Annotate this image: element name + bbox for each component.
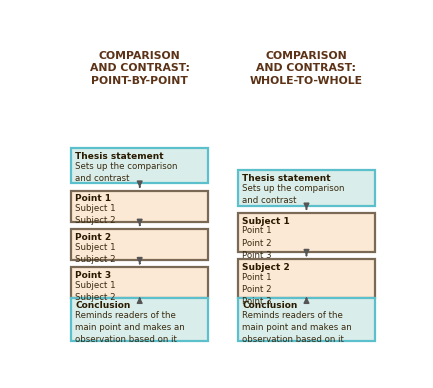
- Text: Point 1: Point 1: [75, 194, 111, 203]
- Text: Subject 1
Subject 2: Subject 1 Subject 2: [75, 281, 116, 302]
- Text: Point 1
Point 2
Point 3: Point 1 Point 2 Point 3: [242, 273, 271, 306]
- Text: Thesis statement: Thesis statement: [242, 174, 331, 183]
- FancyBboxPatch shape: [238, 170, 375, 206]
- Text: Subject 1
Subject 2: Subject 1 Subject 2: [75, 242, 116, 264]
- FancyBboxPatch shape: [238, 298, 375, 341]
- FancyBboxPatch shape: [71, 267, 209, 298]
- FancyBboxPatch shape: [71, 148, 209, 184]
- Text: Thesis statement: Thesis statement: [75, 152, 164, 161]
- Text: Point 3: Point 3: [75, 271, 111, 280]
- FancyBboxPatch shape: [238, 213, 375, 252]
- Text: Reminds readers of the
main point and makes an
observation based on it: Reminds readers of the main point and ma…: [75, 311, 185, 344]
- Text: Point 2: Point 2: [75, 233, 111, 242]
- Text: Subject 2: Subject 2: [242, 263, 290, 272]
- Text: Conclusion: Conclusion: [242, 301, 297, 310]
- FancyBboxPatch shape: [238, 259, 375, 298]
- Text: Subject 1
Subject 2: Subject 1 Subject 2: [75, 204, 116, 225]
- Text: COMPARISON
AND CONTRAST:
POINT-BY-POINT: COMPARISON AND CONTRAST: POINT-BY-POINT: [90, 51, 190, 86]
- Text: Reminds readers of the
main point and makes an
observation based on it: Reminds readers of the main point and ma…: [242, 311, 352, 344]
- Text: Conclusion: Conclusion: [75, 301, 131, 310]
- FancyBboxPatch shape: [71, 229, 209, 260]
- Text: Sets up the comparison
and contrast: Sets up the comparison and contrast: [75, 161, 178, 183]
- Text: Sets up the comparison
and contrast: Sets up the comparison and contrast: [242, 184, 345, 205]
- Text: COMPARISON
AND CONTRAST:
WHOLE-TO-WHOLE: COMPARISON AND CONTRAST: WHOLE-TO-WHOLE: [250, 51, 363, 86]
- Text: Point 1
Point 2
Point 3: Point 1 Point 2 Point 3: [242, 227, 271, 260]
- FancyBboxPatch shape: [71, 191, 209, 222]
- Text: Subject 1: Subject 1: [242, 217, 290, 225]
- FancyBboxPatch shape: [71, 298, 209, 341]
